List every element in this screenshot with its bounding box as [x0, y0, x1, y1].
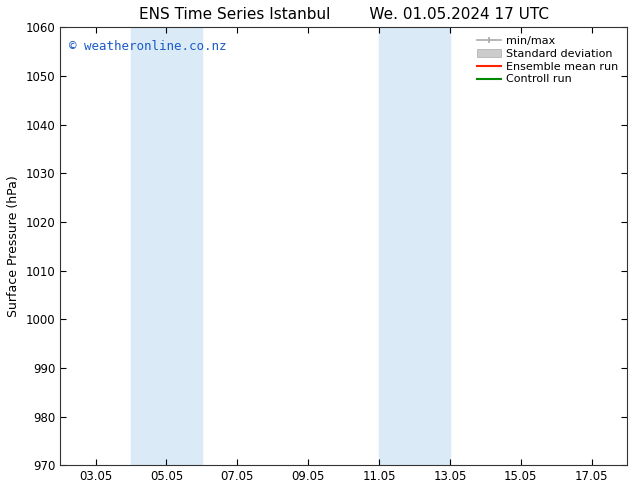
Legend: min/max, Standard deviation, Ensemble mean run, Controll run: min/max, Standard deviation, Ensemble me…: [474, 33, 621, 88]
Bar: [131, 27, 202, 465]
Bar: [379, 27, 450, 465]
Title: ENS Time Series Istanbul        We. 01.05.2024 17 UTC: ENS Time Series Istanbul We. 01.05.2024 …: [139, 7, 548, 22]
Y-axis label: Surface Pressure (hPa): Surface Pressure (hPa): [7, 175, 20, 317]
Text: © weatheronline.co.nz: © weatheronline.co.nz: [68, 40, 226, 53]
